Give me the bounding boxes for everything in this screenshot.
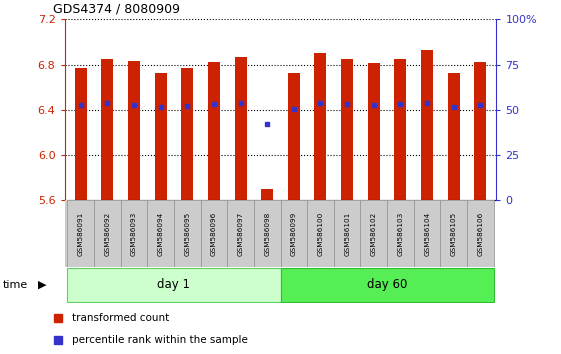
Text: GSM586092: GSM586092 [104,211,110,256]
Bar [227,200,254,267]
Text: day 1: day 1 [157,279,190,291]
Bar [475,62,486,200]
Text: GSM586091: GSM586091 [77,211,84,256]
Text: GSM586106: GSM586106 [477,211,484,256]
Bar [121,200,147,267]
Text: GSM586103: GSM586103 [398,211,403,256]
Bar [208,62,220,200]
Bar [75,68,86,200]
Text: GSM586094: GSM586094 [158,211,163,256]
Bar [181,68,193,200]
Text: GSM586098: GSM586098 [264,211,270,256]
Bar [280,200,307,267]
Bar [341,59,353,200]
Bar [467,200,494,267]
Bar [67,200,94,267]
Text: GSM586096: GSM586096 [211,211,217,256]
Bar [334,200,361,267]
Bar [394,59,407,200]
Bar [421,50,433,200]
Bar [261,189,273,200]
Text: ▶: ▶ [38,280,46,290]
Text: day 60: day 60 [367,279,407,291]
Bar [200,200,227,267]
Bar [234,57,246,200]
Bar [361,200,387,267]
Text: GSM586099: GSM586099 [291,211,297,256]
Text: GSM586101: GSM586101 [344,211,350,256]
Bar [368,63,380,200]
Bar [288,73,300,200]
Bar [254,200,280,267]
Text: GSM586097: GSM586097 [237,211,243,256]
Text: GSM586093: GSM586093 [131,211,137,256]
Bar [128,61,140,200]
Bar [67,268,280,302]
Bar [280,268,494,302]
Bar [101,59,113,200]
Text: time: time [3,280,28,290]
Bar [387,200,414,267]
Bar [154,73,167,200]
Bar [307,200,334,267]
Bar [315,53,327,200]
Bar [414,200,440,267]
Text: transformed count: transformed count [72,313,169,323]
Bar [94,200,121,267]
Text: GSM586104: GSM586104 [424,211,430,256]
Text: GDS4374 / 8080909: GDS4374 / 8080909 [53,3,180,16]
Bar [440,200,467,267]
Text: GSM586100: GSM586100 [318,211,324,256]
Text: GSM586095: GSM586095 [184,211,190,256]
Text: percentile rank within the sample: percentile rank within the sample [72,335,248,345]
Text: GSM586105: GSM586105 [451,211,457,256]
Text: GSM586102: GSM586102 [371,211,377,256]
Bar [448,73,460,200]
Bar [174,200,200,267]
Bar [147,200,174,267]
